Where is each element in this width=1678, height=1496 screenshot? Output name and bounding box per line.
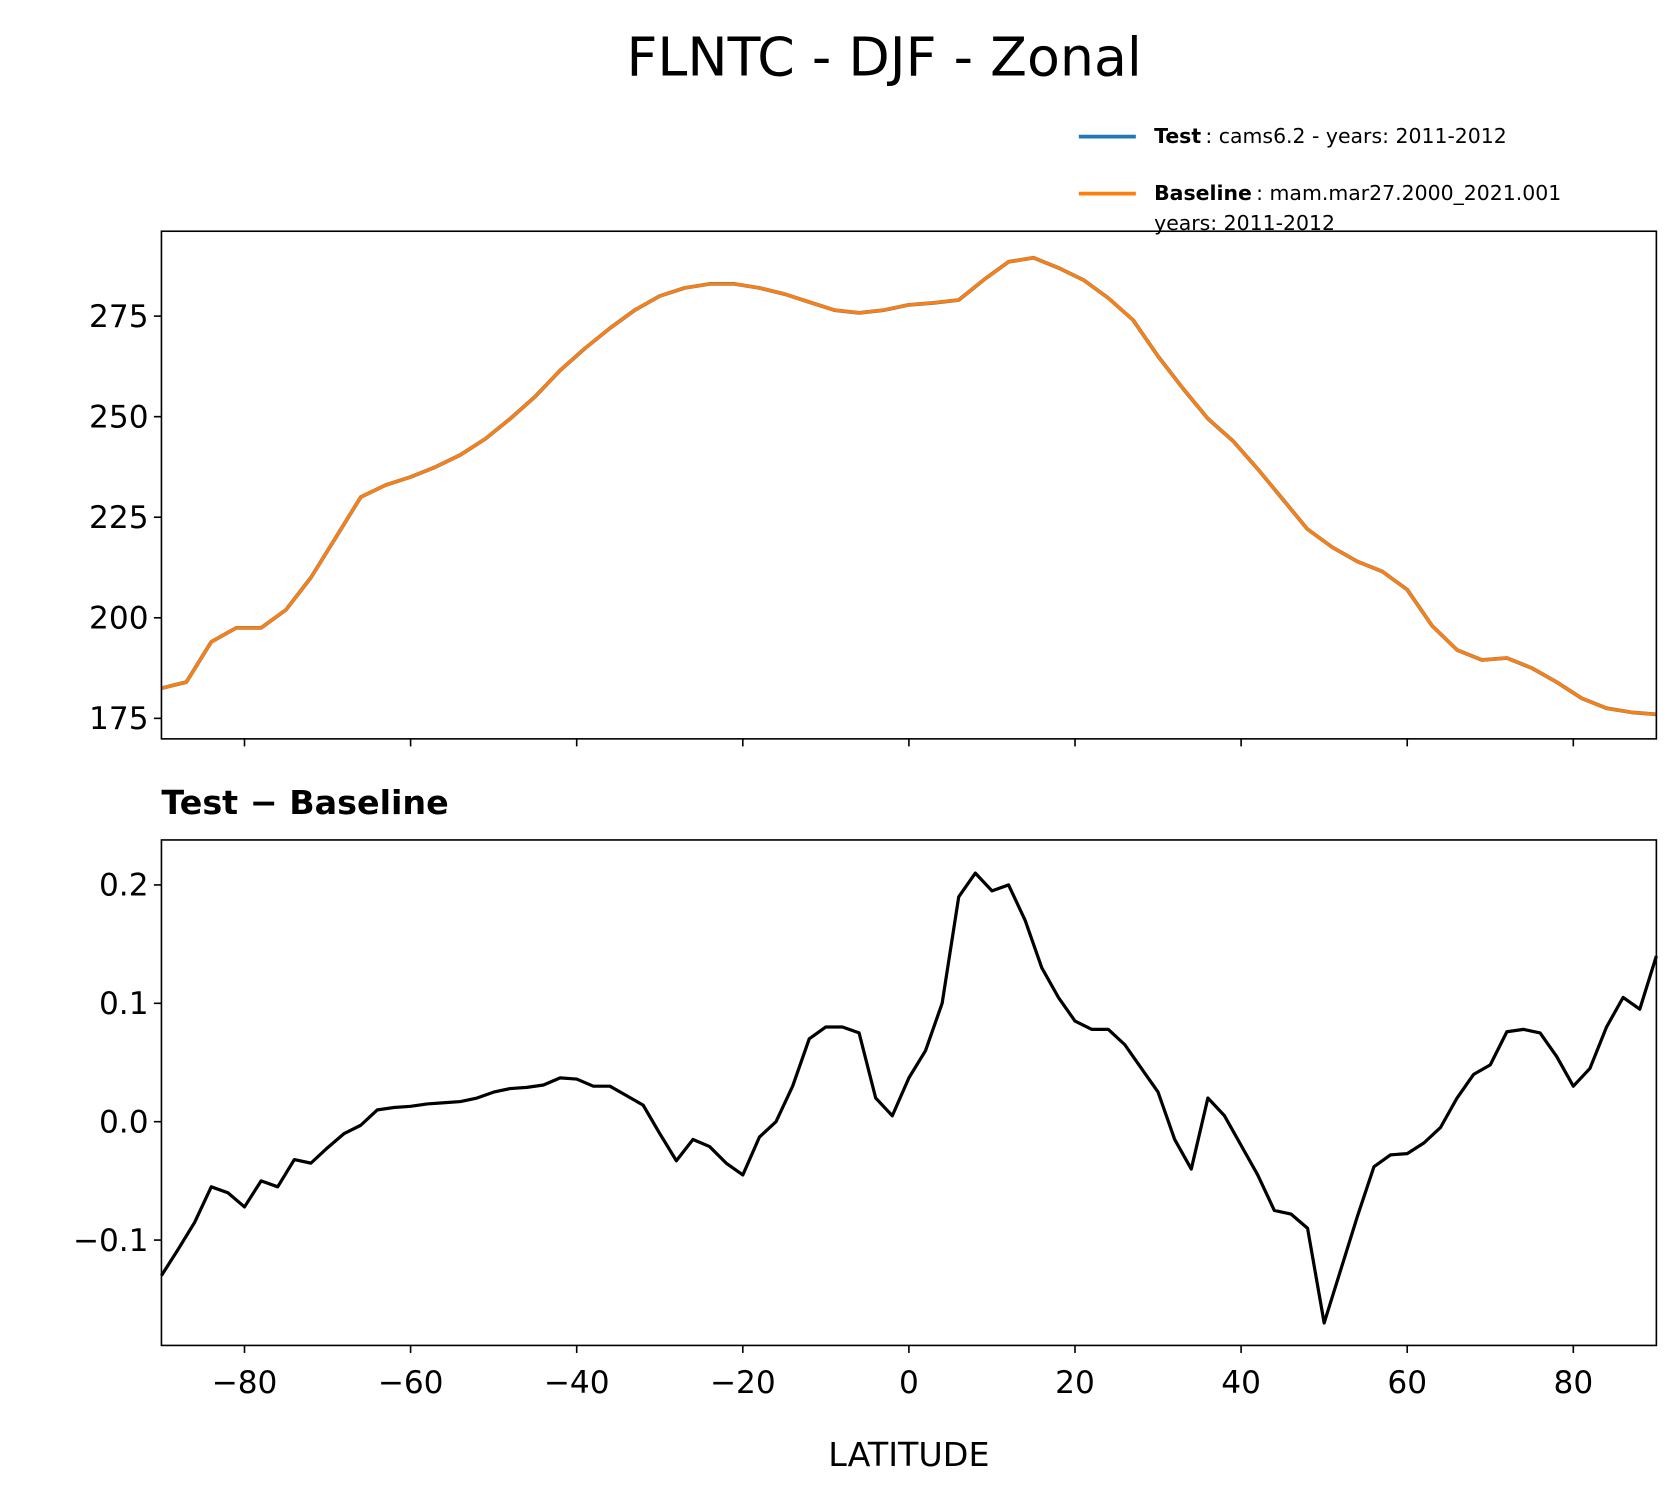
x-tick-label: −40 <box>544 1365 610 1401</box>
x-tick-label: 40 <box>1221 1365 1261 1401</box>
legend-text: : cams6.2 - years: 2011-2012 <box>1205 124 1506 148</box>
y-tick-label: 250 <box>89 399 149 435</box>
y-tick-label: 0.0 <box>99 1104 149 1140</box>
y-tick-label: 0.1 <box>99 986 149 1022</box>
y-tick-label: 0.2 <box>99 868 149 904</box>
x-tick-label: −80 <box>212 1365 278 1401</box>
line-series <box>160 871 1658 1325</box>
axes-frame <box>160 839 1658 1347</box>
x-tick-label: 20 <box>1055 1365 1095 1401</box>
x-tick-label: 60 <box>1387 1365 1427 1401</box>
axes-title: Test − Baseline <box>161 783 448 822</box>
line-series <box>161 256 1657 716</box>
y-tick-label: −0.1 <box>73 1223 149 1259</box>
legend-text: years: 2011-2012 <box>1154 211 1335 235</box>
y-tick-label: 275 <box>89 299 149 335</box>
legend-name: Baseline <box>1154 181 1252 205</box>
x-tick-label: 0 <box>899 1365 919 1401</box>
y-tick-label: 225 <box>89 500 149 536</box>
x-tick-label: −60 <box>378 1365 444 1401</box>
legend-name: Test <box>1154 124 1201 148</box>
y-tick-label: 175 <box>89 701 149 737</box>
x-tick-label: 80 <box>1553 1365 1593 1401</box>
legend-label: Baseline: mam.mar27.2000_2021.001 years: … <box>1154 181 1561 235</box>
legend-text: : mam.mar27.2000_2021.001 <box>1256 181 1561 206</box>
y-tick-label: 200 <box>89 601 149 637</box>
axes-frame <box>160 230 1658 740</box>
legend-label: Test: cams6.2 - years: 2011-2012 <box>1154 124 1507 148</box>
figure-title: FLNTC - DJF - Zonal <box>626 25 1141 88</box>
x-tick-label: −20 <box>710 1365 776 1401</box>
x-axis-label: LATITUDE <box>828 1435 989 1474</box>
